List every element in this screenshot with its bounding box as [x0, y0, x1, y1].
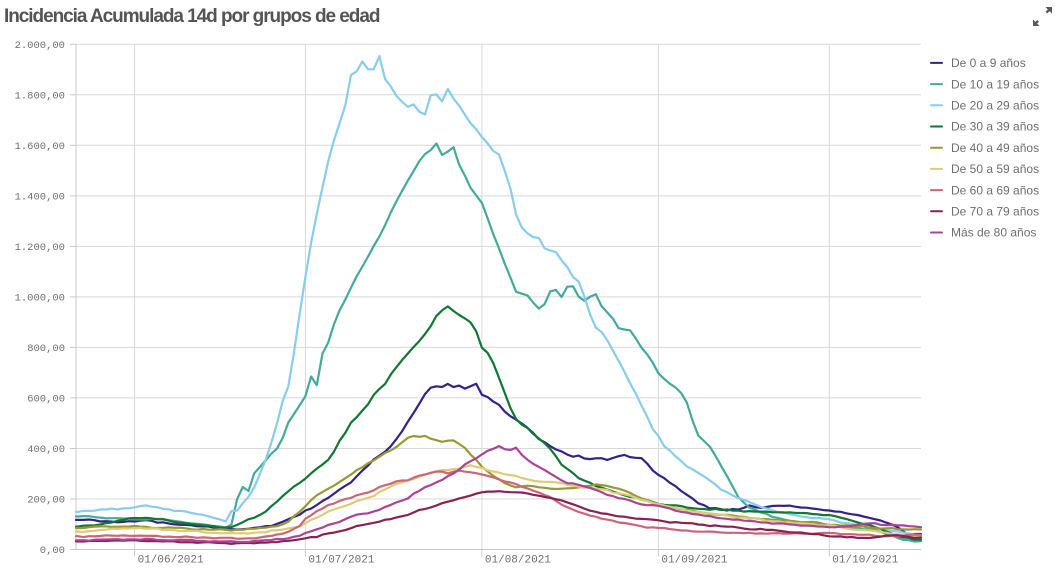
svg-text:De 70 a 79 años: De 70 a 79 años [951, 205, 1039, 219]
svg-text:2.000,00: 2.000,00 [15, 40, 65, 52]
svg-text:01/06/2021: 01/06/2021 [138, 555, 204, 567]
svg-text:Más de 80 años: Más de 80 años [951, 226, 1036, 240]
svg-text:1.200,00: 1.200,00 [15, 242, 65, 254]
svg-text:1.400,00: 1.400,00 [15, 191, 65, 203]
svg-text:01/07/2021: 01/07/2021 [308, 555, 374, 567]
svg-text:De 40 a 49 años: De 40 a 49 años [951, 141, 1039, 155]
svg-text:De 10 a 19 años: De 10 a 19 años [951, 77, 1039, 91]
svg-text:De 30 a 39 años: De 30 a 39 años [951, 120, 1039, 134]
svg-text:800,00: 800,00 [27, 343, 65, 355]
svg-text:200,00: 200,00 [27, 495, 65, 507]
svg-text:De 60 a 69 años: De 60 a 69 años [951, 183, 1039, 197]
svg-text:De 50 a 59 años: De 50 a 59 años [951, 162, 1039, 176]
svg-text:01/09/2021: 01/09/2021 [661, 555, 727, 567]
svg-text:0,00: 0,00 [40, 545, 65, 557]
svg-text:1.800,00: 1.800,00 [15, 90, 65, 102]
svg-text:1.600,00: 1.600,00 [15, 141, 65, 153]
svg-text:De 0 a 9 años: De 0 a 9 años [951, 56, 1026, 70]
svg-text:01/08/2021: 01/08/2021 [485, 555, 551, 567]
svg-text:1.000,00: 1.000,00 [15, 292, 65, 304]
svg-text:600,00: 600,00 [27, 393, 65, 405]
svg-text:400,00: 400,00 [27, 444, 65, 456]
svg-text:De 20 a 29 años: De 20 a 29 años [951, 99, 1039, 113]
svg-text:01/10/2021: 01/10/2021 [832, 555, 898, 567]
